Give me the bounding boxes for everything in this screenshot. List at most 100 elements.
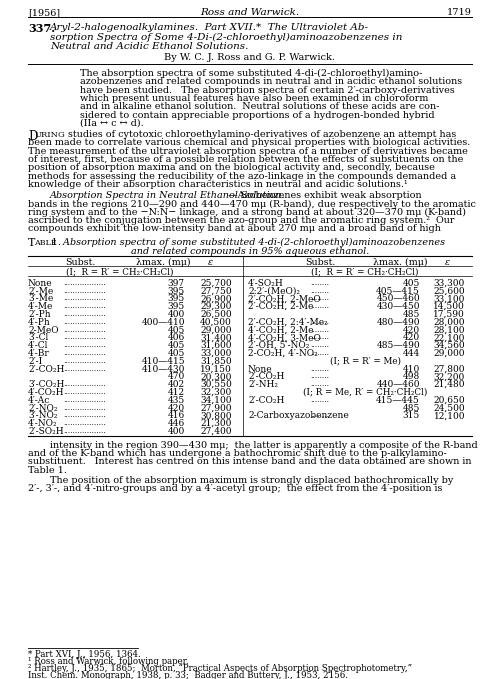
Text: 2′-CO₂H: 2′-CO₂H [28,365,64,373]
Text: ..................: .................. [63,325,106,333]
Text: 32,200: 32,200 [434,372,465,382]
Text: 337.: 337. [28,23,55,34]
Text: ..................: .................. [63,396,106,404]
Text: ..................: .................. [63,341,106,349]
Text: 2′-I: 2′-I [28,356,42,366]
Text: 400—410: 400—410 [142,318,185,327]
Text: 450—460: 450—460 [376,294,420,304]
Text: 395: 395 [168,294,185,304]
Text: ..................: .................. [63,388,106,396]
Text: ..................: .................. [63,318,106,326]
Text: (I; R = Me, R′ = CH₂·CH₂Cl): (I; R = Me, R′ = CH₂·CH₂Cl) [303,388,427,397]
Text: 21,480: 21,480 [434,380,465,389]
Text: 435: 435 [168,396,185,405]
Text: Ross and Warwick.: Ross and Warwick. [200,8,300,17]
Text: studies of cytotoxic chloroethylamino-derivatives of azobenzene an attempt has: studies of cytotoxic chloroethylamino-de… [65,130,456,139]
Text: 4′-Br: 4′-Br [28,349,50,358]
Text: 410—415: 410—415 [142,356,185,366]
Text: * Part XVI, J., 1956, 1364.: * Part XVI, J., 1956, 1364. [28,650,141,659]
Text: 31,400: 31,400 [200,333,232,342]
Text: None: None [28,278,52,288]
Text: 446: 446 [168,419,185,428]
Text: 485: 485 [402,310,420,319]
Text: 410—430: 410—430 [142,365,185,373]
Text: and related compounds in 95% aqueous ethanol.: and related compounds in 95% aqueous eth… [131,246,369,256]
Text: ² Hartley, J., 1935, 1865;  Morton, “Practical Aspects of Absorption Spectrophot: ² Hartley, J., 1935, 1865; Morton, “Prac… [28,664,412,674]
Text: —Azobenzenes exhibit weak absorption: —Azobenzenes exhibit weak absorption [228,191,422,200]
Text: ..................: .................. [63,310,106,318]
Text: bands in the regions 210—290 and 440—470 mμ (R-band), due respectively to the ar: bands in the regions 210—290 and 440—470… [28,200,476,208]
Text: 2′-NO₂: 2′-NO₂ [28,403,58,413]
Text: 2′-NH₂: 2′-NH₂ [248,380,278,389]
Text: (I;  R = R′ = CH₂·CH₂Cl): (I; R = R′ = CH₂·CH₂Cl) [311,268,419,277]
Text: ..................: .................. [63,349,106,357]
Text: (I;  R = R′ = CH₂·CH₂Cl): (I; R = R′ = CH₂·CH₂Cl) [66,268,174,277]
Text: ABLE: ABLE [34,238,57,246]
Text: 4′-Ph: 4′-Ph [28,318,51,327]
Text: [1956]: [1956] [28,8,60,17]
Text: ........: ........ [310,325,329,333]
Text: λmax. (mμ): λmax. (mμ) [372,258,428,267]
Text: 21,300: 21,300 [200,419,232,428]
Text: 470: 470 [168,372,185,382]
Text: 3′-Me: 3′-Me [28,294,53,304]
Text: 27,750: 27,750 [200,287,232,295]
Text: 31,850: 31,850 [200,356,232,366]
Text: position of absorption maxima and on the biological activity and, secondly, beca: position of absorption maxima and on the… [28,164,435,172]
Text: 14,500: 14,500 [433,302,465,311]
Text: 402: 402 [168,380,185,389]
Text: None: None [248,365,272,373]
Text: 4′-Cl: 4′-Cl [28,341,48,350]
Text: (IIa ↔ c ↔ d).: (IIa ↔ c ↔ d). [80,119,144,128]
Text: (I; R = R′ = Me): (I; R = R′ = Me) [330,356,400,366]
Text: ε: ε [208,258,212,267]
Text: 19,150: 19,150 [200,365,232,373]
Text: ..................: .................. [63,294,106,302]
Text: 29,000: 29,000 [200,325,232,335]
Text: have been studied.   The absorption spectra of certain 2′-carboxy-derivatives: have been studied. The absorption spectr… [80,86,455,94]
Text: 20,650: 20,650 [434,396,465,405]
Text: 315: 315 [403,411,420,420]
Text: 405: 405 [168,325,185,335]
Text: 4′-CO₂H, 3-MeO: 4′-CO₂H, 3-MeO [248,333,321,342]
Text: 20,300: 20,300 [200,372,232,382]
Text: ..................: .................. [63,278,106,287]
Text: 405: 405 [402,278,420,288]
Text: ..................: .................. [63,403,106,411]
Text: 406: 406 [168,333,185,342]
Text: 26,900: 26,900 [200,294,232,304]
Text: 2′-Me: 2′-Me [28,287,53,295]
Text: 29,000: 29,000 [434,349,465,358]
Text: 4′-CO₂H, 2-Me: 4′-CO₂H, 2-Me [248,325,314,335]
Text: Absorption Spectra in Neutral Ethanol Solution.: Absorption Spectra in Neutral Ethanol So… [50,191,286,200]
Text: 12,100: 12,100 [434,411,465,420]
Text: ........: ........ [310,365,329,373]
Text: 2-Carboxyazobenzene: 2-Carboxyazobenzene [248,411,349,420]
Text: 28,000: 28,000 [434,318,465,327]
Text: ..................: .................. [63,365,106,373]
Text: been made to correlate various chemical and physical properties with biological : been made to correlate various chemical … [28,139,470,147]
Text: 31,600: 31,600 [200,341,232,350]
Text: ascribed to the conjugation between the azo-group and the aromatic ring system.²: ascribed to the conjugation between the … [28,216,454,225]
Text: 395: 395 [168,302,185,311]
Text: and in alkaline ethanol solution.  Neutral solutions of these acids are con-: and in alkaline ethanol solution. Neutra… [80,103,440,111]
Text: 30,800: 30,800 [200,411,232,420]
Text: 400: 400 [168,427,185,436]
Text: ..................: .................. [63,419,106,427]
Text: ..................: .................. [63,427,106,435]
Text: methods for assessing the reducibility of the azo-linkage in the compounds deman: methods for assessing the reducibility o… [28,172,456,181]
Text: 2′-CO₂H, 2-Me: 2′-CO₂H, 2-Me [248,302,314,311]
Text: 3′-NO₂: 3′-NO₂ [28,411,58,420]
Text: ..................: .................. [63,380,106,388]
Text: 2′-OH, 5′-NO₂: 2′-OH, 5′-NO₂ [248,341,310,350]
Text: ........: ........ [310,372,329,380]
Text: 3′-CO₂H: 3′-CO₂H [28,380,64,389]
Text: 27,900: 27,900 [200,403,232,413]
Text: 29,300: 29,300 [200,302,232,311]
Text: 22,100: 22,100 [434,333,465,342]
Text: ..................: .................. [63,287,106,295]
Text: D: D [28,130,38,143]
Text: ..................: .................. [63,302,106,310]
Text: ........: ........ [310,318,329,326]
Text: 498: 498 [403,372,420,382]
